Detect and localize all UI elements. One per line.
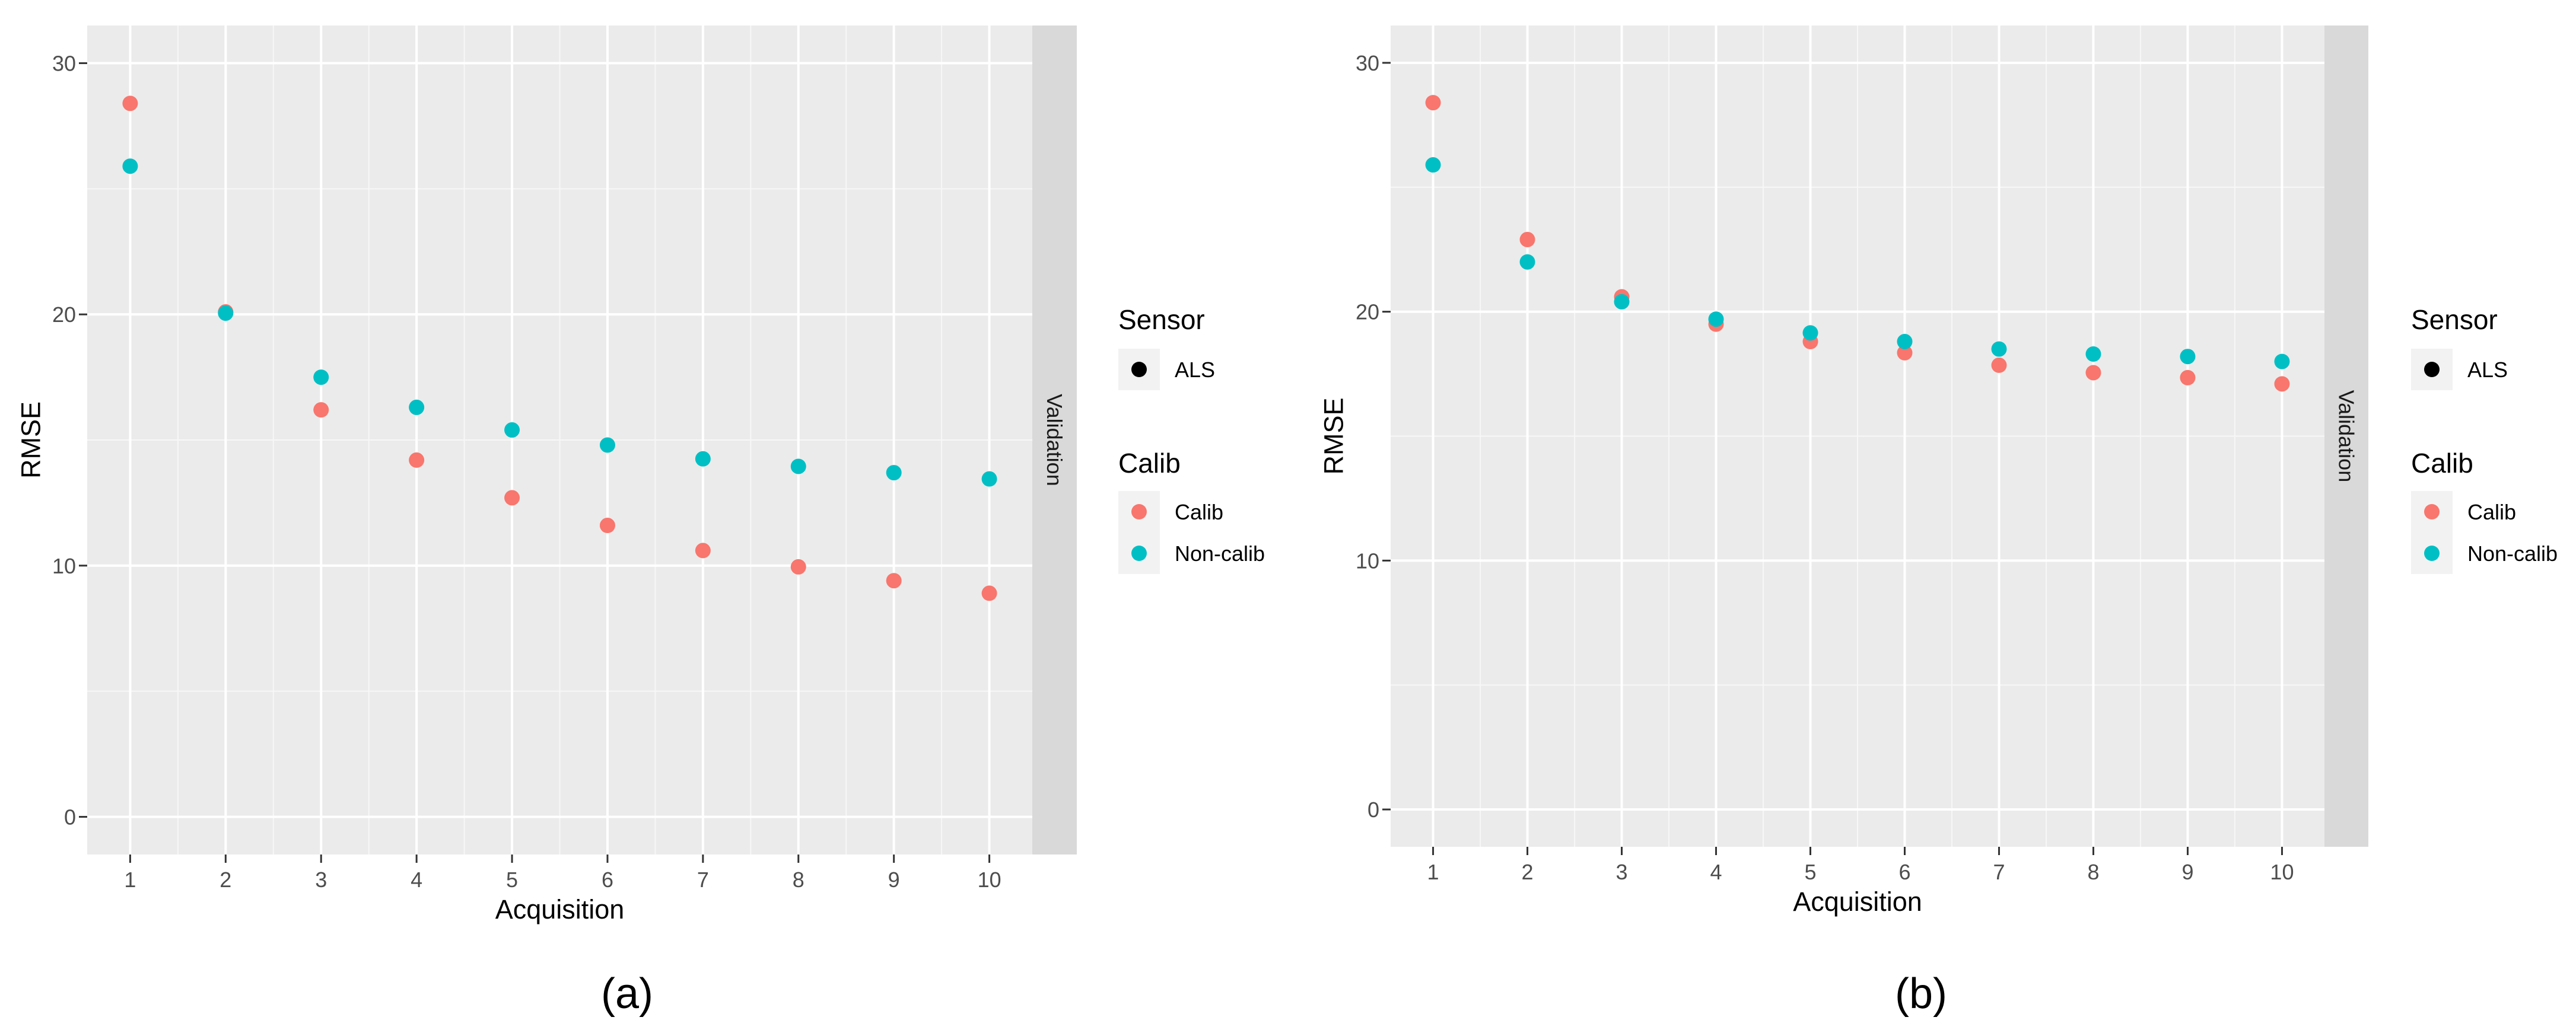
- data-point-calib: [599, 518, 615, 534]
- data-point-non-calib: [1708, 311, 1724, 327]
- legend-marker-calib: [1131, 504, 1147, 519]
- legend-label: ALS: [1175, 358, 1215, 382]
- data-point-calib: [504, 490, 520, 506]
- facet-strip-label: Validation: [2335, 390, 2359, 482]
- data-point-calib: [981, 585, 997, 601]
- facet-strip-label: Validation: [1042, 394, 1067, 486]
- y-tick-label: 0: [1367, 798, 1379, 822]
- x-tick-label: 2: [1522, 860, 1534, 884]
- x-axis-title: Acquisition: [1793, 887, 1922, 917]
- y-tick-label: 30: [52, 52, 76, 76]
- data-point-calib: [695, 543, 711, 559]
- data-point-calib: [2180, 369, 2196, 385]
- legend-marker-non-calib: [1131, 546, 1147, 561]
- data-point-calib: [122, 95, 138, 111]
- y-tick-label: 20: [52, 302, 76, 327]
- legend-title-calib: Calib: [1118, 448, 1181, 479]
- legend-label: Calib: [1175, 500, 1223, 524]
- panel-label: (a): [601, 970, 653, 1018]
- chart-panel-a: 0 10 20 30 1 2 3 4 5 6 7 8 9 10 Validation Acquisition R…: [16, 25, 1265, 1018]
- data-point-calib: [1991, 357, 2007, 373]
- x-tick-label: 8: [2087, 860, 2099, 884]
- x-tick-label: 4: [1710, 860, 1722, 884]
- x-tick-label: 7: [697, 868, 709, 892]
- legend-marker-als: [1131, 362, 1147, 377]
- x-tick-label: 9: [2181, 860, 2193, 884]
- legend-marker-non-calib: [2424, 546, 2440, 561]
- x-tick-label: 3: [315, 868, 327, 892]
- legend-title-calib: Calib: [2411, 448, 2473, 479]
- x-tick-label: 10: [2270, 860, 2294, 884]
- x-tick-label: 4: [411, 868, 422, 892]
- data-point-non-calib: [2085, 346, 2101, 362]
- facet-strip: [2324, 25, 2368, 847]
- data-point-non-calib: [2180, 349, 2196, 365]
- x-tick-label: 7: [1993, 860, 2005, 884]
- legend-title-sensor: Sensor: [2411, 304, 2498, 335]
- x-tick-label: 10: [978, 868, 1001, 892]
- x-tick-label: 3: [1616, 860, 1628, 884]
- legend-label: Non-calib: [1175, 541, 1265, 566]
- data-point-calib: [313, 402, 329, 418]
- data-point-non-calib: [695, 451, 711, 467]
- panel-label: (b): [1895, 970, 1947, 1018]
- y-axis-title: RMSE: [1319, 397, 1349, 474]
- data-point-calib: [2085, 365, 2101, 381]
- data-point-non-calib: [981, 471, 997, 487]
- chart-panel-b: 0 10 20 30 1 2 3 4 5 6 7 8 9 10 Validation Acquisition R…: [1319, 25, 2558, 1018]
- x-tick-label: 5: [1804, 860, 1816, 884]
- data-point-non-calib: [122, 158, 138, 174]
- data-point-non-calib: [2274, 353, 2290, 369]
- y-tick-label: 20: [1356, 300, 1379, 324]
- legend-title-sensor: Sensor: [1118, 304, 1205, 335]
- data-point-calib: [1425, 95, 1441, 111]
- legend: Sensor ALS Calib Calib Non-calib: [2411, 304, 2558, 574]
- y-tick-label: 30: [1356, 51, 1379, 75]
- data-point-calib: [790, 559, 806, 575]
- facet-strip: [1032, 25, 1077, 855]
- data-point-calib: [1897, 345, 1913, 361]
- data-point-calib: [1519, 231, 1535, 247]
- y-axis-title: RMSE: [16, 401, 46, 479]
- data-point-non-calib: [1802, 325, 1818, 341]
- x-tick-label: 2: [220, 868, 231, 892]
- data-point-non-calib: [1425, 157, 1441, 173]
- y-tick-label: 10: [52, 554, 76, 578]
- data-point-non-calib: [218, 305, 234, 321]
- x-tick-label: 1: [1427, 860, 1439, 884]
- data-point-non-calib: [1614, 294, 1630, 310]
- data-point-calib: [886, 573, 902, 589]
- data-point-non-calib: [886, 465, 902, 481]
- data-point-non-calib: [313, 369, 329, 385]
- x-tick-label: 6: [602, 868, 613, 892]
- x-axis-title: Acquisition: [495, 894, 625, 924]
- x-tick-label: 1: [124, 868, 136, 892]
- x-tick-label: 8: [793, 868, 804, 892]
- legend-marker-als: [2424, 362, 2440, 377]
- legend-label: Non-calib: [2467, 541, 2558, 566]
- data-point-non-calib: [1897, 334, 1913, 350]
- data-point-calib: [409, 452, 425, 468]
- x-tick-label: 5: [506, 868, 518, 892]
- legend-label: Calib: [2467, 500, 2516, 524]
- legend: Sensor ALS Calib Calib Non-calib: [1118, 304, 1265, 574]
- legend-marker-calib: [2424, 504, 2440, 519]
- data-point-calib: [2274, 376, 2290, 392]
- data-point-non-calib: [599, 437, 615, 453]
- legend-label: ALS: [2467, 358, 2508, 382]
- data-point-non-calib: [1519, 254, 1535, 270]
- y-tick-label: 0: [64, 805, 76, 829]
- y-tick-label: 10: [1356, 549, 1379, 573]
- x-tick-label: 6: [1898, 860, 1910, 884]
- data-point-non-calib: [504, 422, 520, 438]
- data-point-non-calib: [790, 458, 806, 474]
- data-point-non-calib: [409, 399, 425, 415]
- data-point-non-calib: [1991, 341, 2007, 357]
- x-tick-label: 9: [888, 868, 900, 892]
